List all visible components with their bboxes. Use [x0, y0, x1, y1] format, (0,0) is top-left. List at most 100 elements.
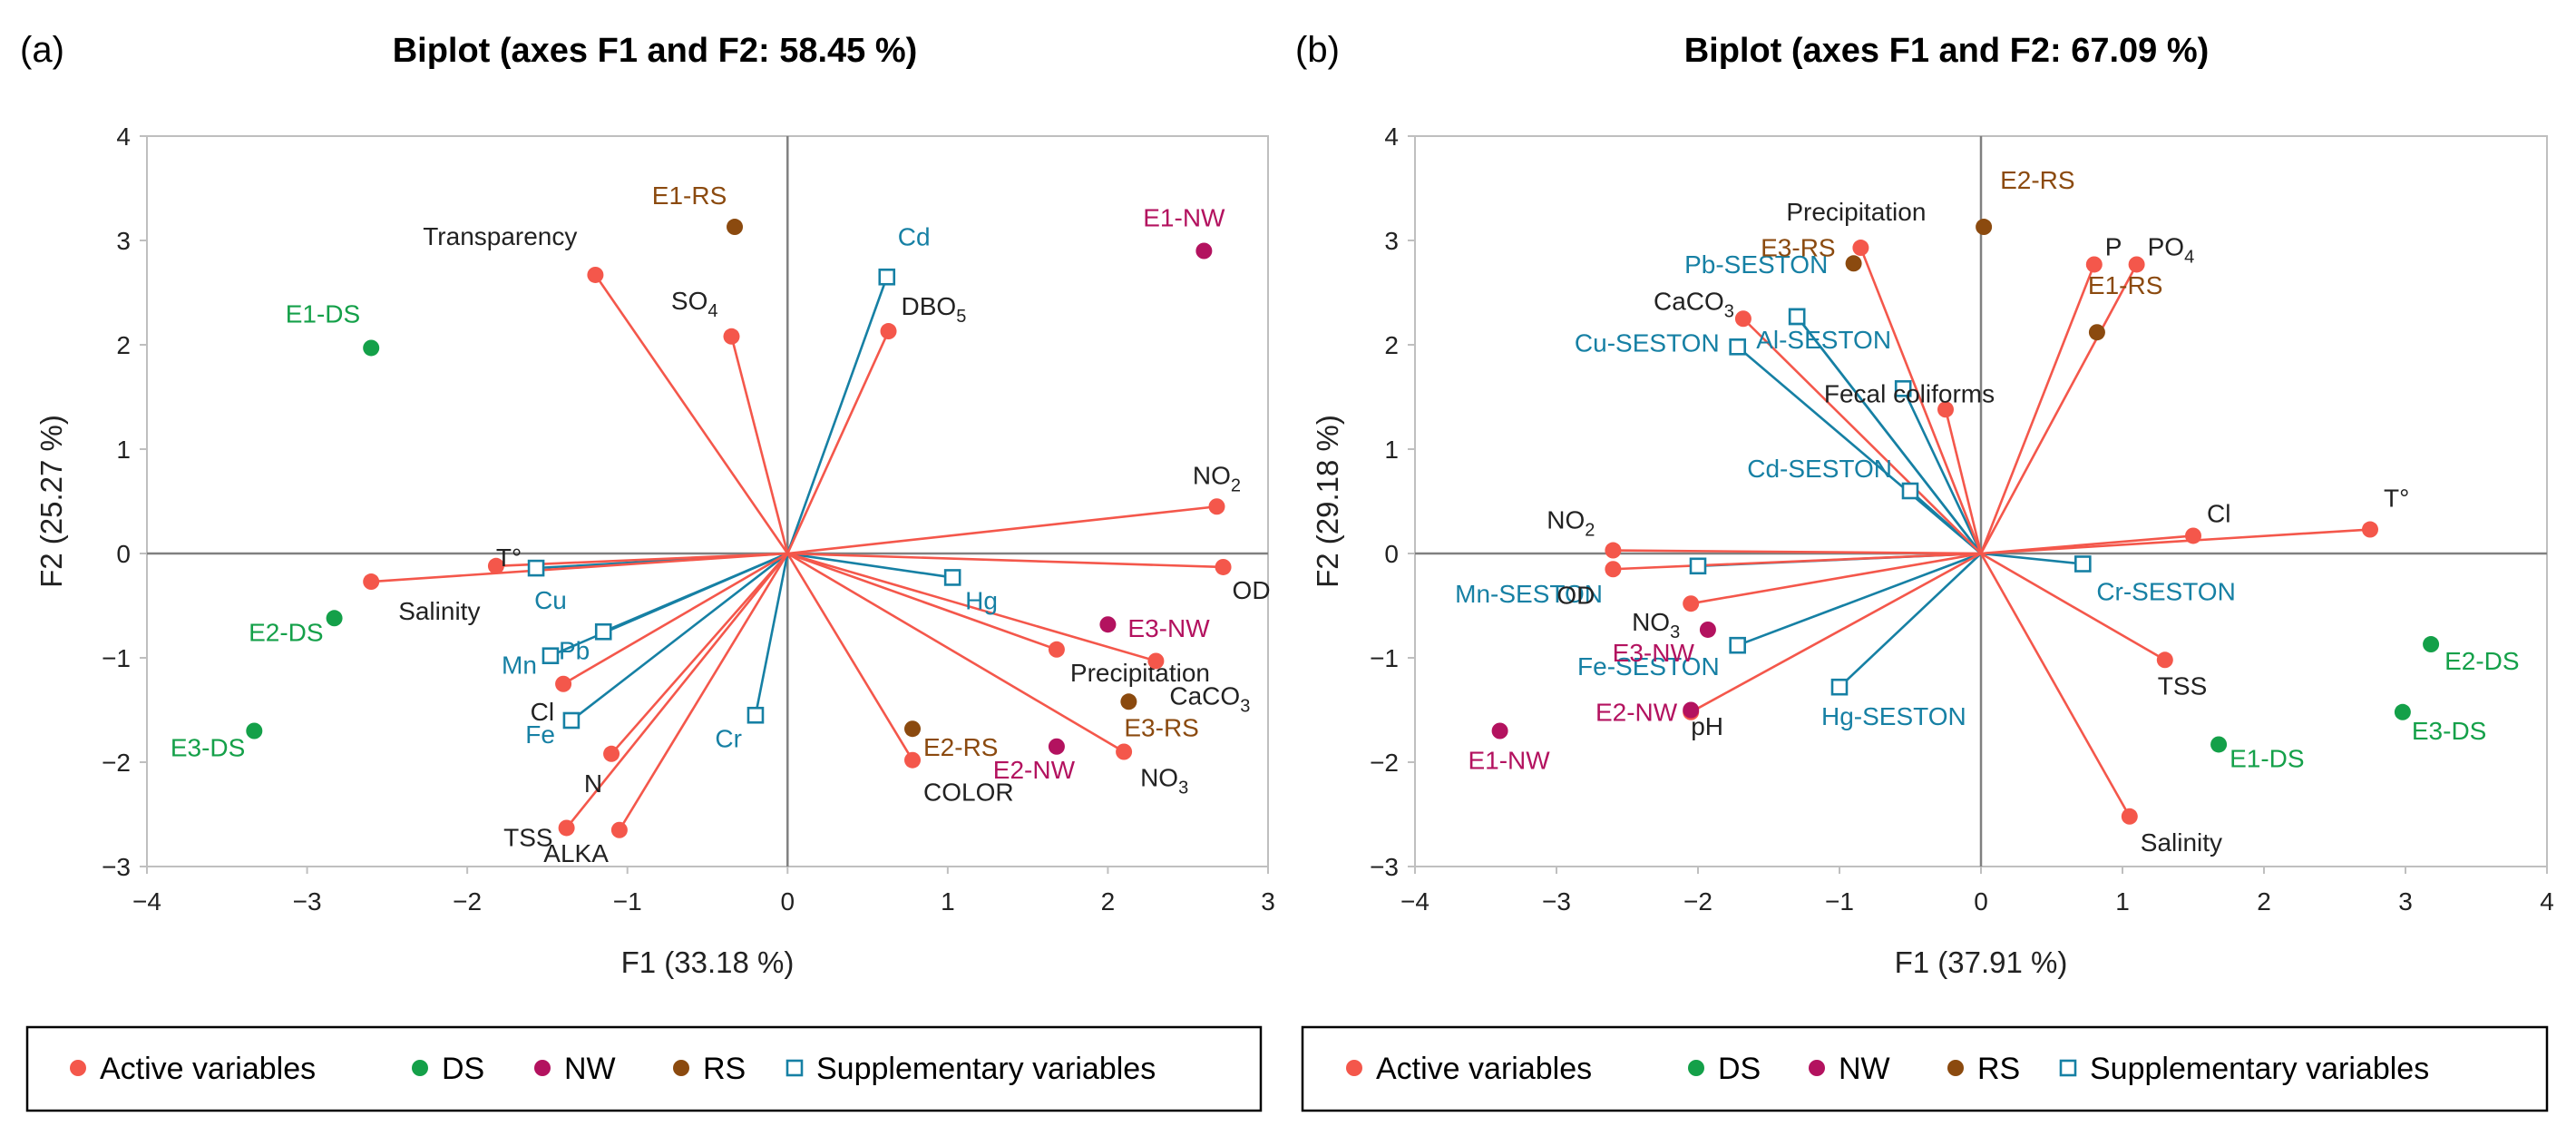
observation-point-rs [1976, 219, 1993, 236]
legend-entry: DS [442, 1052, 484, 1086]
active-label: DBO5 [902, 292, 967, 327]
active-point [555, 675, 572, 692]
active-point [1048, 641, 1065, 658]
supplementary-vector-line [1839, 553, 1982, 689]
legend-marker [1346, 1060, 1362, 1076]
x-tick-label: −4 [1400, 887, 1429, 916]
active-label: NO2 [1193, 461, 1241, 495]
active-point [587, 266, 604, 283]
supplementary-label: Fe-SESTON [1577, 652, 1720, 681]
supplementary-vector-line [754, 553, 789, 716]
active-point [1683, 595, 1700, 612]
x-tick-label: −1 [613, 887, 642, 916]
supplementary-label: Cr-SESTON [2096, 578, 2236, 606]
legend-box-b [1301, 1025, 2549, 1112]
legend-entry: Active variables [100, 1052, 316, 1086]
active-vector-line [730, 336, 789, 554]
y-axis-label: F2 (25.27 %) [34, 415, 68, 588]
y-tick-label: 3 [1384, 227, 1399, 255]
y-tick-label: −3 [102, 853, 131, 881]
active-label: NO3 [1140, 764, 1188, 798]
supplementary-label: Pb [559, 636, 590, 664]
legend-marker [1947, 1060, 1964, 1076]
supplementary-label: Pb-SESTON [1684, 250, 1828, 279]
observation-label: E3-DS [171, 734, 245, 762]
active-label: OD [1233, 576, 1271, 604]
y-tick-label: 4 [1384, 122, 1399, 151]
observation-point-nw [1195, 242, 1213, 260]
observation-point-nw [1699, 621, 1716, 638]
observation-label: E1-RS [652, 181, 727, 210]
active-point [610, 821, 628, 838]
active-vector-line [1613, 549, 1982, 555]
active-label: T° [496, 544, 522, 572]
observation-point-ds [2210, 736, 2228, 753]
active-point [1215, 558, 1232, 575]
active-vector-line [610, 553, 789, 755]
active-vector-line [371, 552, 788, 583]
x-tick-label: −3 [293, 887, 322, 916]
x-tick-label: 1 [941, 887, 955, 916]
legend-marker [1688, 1060, 1704, 1076]
observation-point-nw [1683, 701, 1700, 719]
y-tick-label: 0 [1384, 540, 1399, 568]
supplementary-point [2074, 555, 2092, 573]
legend-marker [673, 1060, 689, 1076]
observation-label: E3-DS [2412, 717, 2486, 745]
active-label: PO4 [2148, 232, 2195, 267]
y-tick-label: 2 [116, 331, 131, 359]
observation-label: E3-NW [1613, 639, 1695, 667]
legend-marker-supplementary [2059, 1059, 2077, 1077]
active-vector-line [1859, 247, 1983, 554]
active-label: COLOR [923, 779, 1014, 807]
legend-entry: Active variables [1376, 1052, 1592, 1086]
y-tick-label: −2 [102, 749, 131, 777]
legend-marker-supplementary [785, 1059, 804, 1077]
observation-point-ds [363, 339, 380, 357]
active-point [2128, 256, 2145, 273]
active-point [723, 328, 740, 345]
active-label: TSS [2158, 671, 2207, 700]
active-label: NO2 [1547, 506, 1595, 541]
x-tick-label: −2 [453, 887, 482, 916]
x-tick-label: 3 [2398, 887, 2413, 916]
active-point [2185, 527, 2201, 544]
supplementary-point [527, 559, 545, 577]
active-label: Salinity [398, 597, 480, 625]
observation-label: E1-NW [1143, 204, 1225, 232]
observation-label: E3-RS [1124, 713, 1198, 741]
observation-label: E3-RS [1761, 233, 1835, 261]
plot-frame [146, 135, 1269, 867]
x-axis-label: F1 (33.18 %) [621, 945, 795, 979]
y-tick-label: 0 [116, 540, 131, 568]
y-tick-label: −1 [1370, 644, 1399, 672]
observation-point-ds [2423, 636, 2440, 653]
legend-entry: Supplementary variables [2090, 1052, 2429, 1086]
x-tick-label: 1 [2115, 887, 2130, 916]
active-point [1605, 542, 1622, 559]
supplementary-point [562, 711, 581, 730]
active-label: NO3 [1632, 608, 1680, 642]
x-tick-label: −1 [1825, 887, 1854, 916]
active-point [2362, 521, 2378, 538]
supplementary-point [1729, 338, 1746, 356]
legend-entry: NW [564, 1052, 616, 1086]
legend-marker [1809, 1060, 1825, 1076]
supplementary-label: Hg-SESTON [1821, 702, 1966, 730]
supplementary-vector-line [1796, 316, 1983, 554]
active-label: TSS [503, 823, 552, 851]
active-point [2156, 651, 2173, 669]
active-point [1852, 240, 1869, 257]
x-tick-label: −4 [132, 887, 161, 916]
observation-label: E2-NW [993, 756, 1076, 784]
supplementary-point [1894, 379, 1912, 397]
supplementary-label: Cr [715, 724, 742, 752]
active-vector-line [1944, 408, 1983, 554]
supplementary-vector-line [1737, 552, 1982, 647]
active-vector-line [786, 552, 1156, 662]
y-tick-label: 1 [1384, 436, 1399, 464]
active-vector-line [1979, 263, 2138, 554]
y-tick-label: 1 [116, 436, 131, 464]
